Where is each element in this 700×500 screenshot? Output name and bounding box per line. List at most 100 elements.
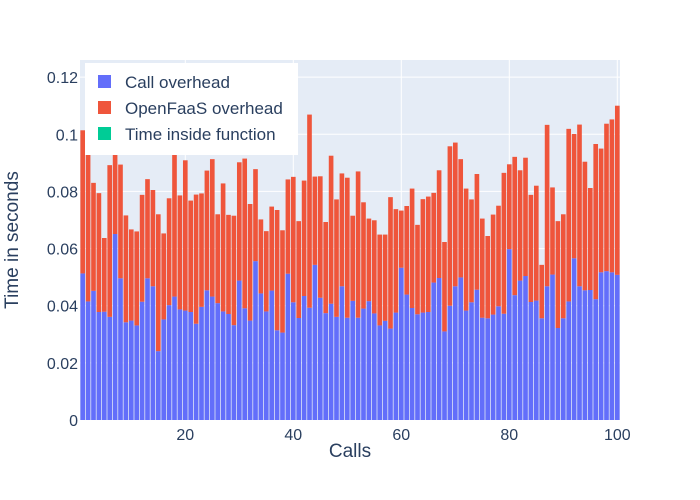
bar-openfaas-overhead[interactable] [172, 151, 177, 297]
bar-call-overhead[interactable] [107, 316, 113, 420]
bar-call-overhead[interactable] [128, 320, 134, 420]
bar-openfaas-overhead[interactable] [296, 221, 302, 318]
bar-openfaas-overhead[interactable] [587, 188, 593, 290]
bar-call-overhead[interactable] [458, 277, 464, 420]
bar-call-overhead[interactable] [344, 317, 350, 420]
bar-openfaas-overhead[interactable] [101, 238, 107, 312]
bar-openfaas-overhead[interactable] [80, 130, 86, 274]
bar-openfaas-overhead[interactable] [479, 218, 485, 318]
bar-openfaas-overhead[interactable] [334, 199, 339, 317]
bar-openfaas-overhead[interactable] [150, 190, 156, 287]
bar-call-overhead[interactable] [393, 312, 399, 420]
bar-openfaas-overhead[interactable] [209, 159, 215, 297]
bar-openfaas-overhead[interactable] [112, 148, 118, 234]
bar-openfaas-overhead[interactable] [166, 198, 172, 306]
bar-openfaas-overhead[interactable] [177, 195, 183, 310]
bar-call-overhead[interactable] [301, 296, 307, 420]
bar-call-overhead[interactable] [355, 317, 361, 420]
bar-call-overhead[interactable] [560, 318, 566, 420]
bar-openfaas-overhead[interactable] [409, 188, 415, 308]
bar-openfaas-overhead[interactable] [431, 192, 437, 283]
bar-openfaas-overhead[interactable] [274, 210, 280, 331]
bar-openfaas-overhead[interactable] [436, 170, 442, 278]
bar-openfaas-overhead[interactable] [604, 123, 609, 272]
bar-call-overhead[interactable] [496, 306, 501, 420]
bar-call-overhead[interactable] [593, 299, 599, 420]
bar-call-overhead[interactable] [231, 325, 237, 420]
bar-openfaas-overhead[interactable] [344, 177, 350, 318]
bar-openfaas-overhead[interactable] [560, 214, 566, 319]
bar-openfaas-overhead[interactable] [220, 183, 226, 312]
bar-openfaas-overhead[interactable] [366, 218, 372, 302]
bar-openfaas-overhead[interactable] [91, 182, 96, 291]
bar-openfaas-overhead[interactable] [415, 224, 420, 315]
bar-call-overhead[interactable] [307, 307, 312, 420]
legend-item-time-inside-function[interactable]: Time inside function [98, 125, 276, 144]
bar-openfaas-overhead[interactable] [317, 176, 323, 298]
bar-call-overhead[interactable] [85, 301, 91, 420]
bar-call-overhead[interactable] [285, 273, 291, 420]
bar-call-overhead[interactable] [377, 325, 383, 420]
bar-openfaas-overhead[interactable] [463, 188, 469, 311]
bar-call-overhead[interactable] [80, 273, 86, 420]
bar-openfaas-overhead[interactable] [496, 205, 501, 307]
bar-call-overhead[interactable] [539, 318, 545, 420]
bar-call-overhead[interactable] [312, 264, 318, 420]
bar-openfaas-overhead[interactable] [307, 114, 312, 308]
bar-call-overhead[interactable] [193, 323, 199, 420]
bar-call-overhead[interactable] [479, 317, 485, 420]
bar-call-overhead[interactable] [463, 310, 469, 420]
bar-openfaas-overhead[interactable] [490, 214, 496, 315]
bar-call-overhead[interactable] [172, 296, 177, 420]
bar-call-overhead[interactable] [323, 313, 329, 420]
bar-openfaas-overhead[interactable] [474, 174, 480, 290]
bar-call-overhead[interactable] [382, 320, 388, 420]
bar-openfaas-overhead[interactable] [236, 162, 242, 281]
bar-openfaas-overhead[interactable] [361, 202, 366, 309]
bar-call-overhead[interactable] [490, 314, 496, 420]
bar-openfaas-overhead[interactable] [544, 124, 550, 287]
bar-openfaas-overhead[interactable] [199, 193, 204, 307]
bar-openfaas-overhead[interactable] [458, 159, 464, 278]
bar-call-overhead[interactable] [166, 305, 172, 420]
bar-openfaas-overhead[interactable] [609, 119, 615, 273]
bar-call-overhead[interactable] [398, 267, 404, 420]
bar-call-overhead[interactable] [544, 286, 550, 420]
legend-item-openfaas-overhead[interactable]: OpenFaaS overhead [98, 99, 283, 118]
bar-openfaas-overhead[interactable] [350, 215, 356, 301]
bar-openfaas-overhead[interactable] [323, 222, 329, 314]
bar-call-overhead[interactable] [452, 286, 458, 420]
bar-call-overhead[interactable] [96, 312, 102, 420]
bar-openfaas-overhead[interactable] [442, 242, 447, 332]
bar-openfaas-overhead[interactable] [512, 156, 518, 296]
legend-item-call-overhead[interactable]: Call overhead [98, 73, 230, 92]
bar-call-overhead[interactable] [253, 261, 258, 420]
bar-call-overhead[interactable] [112, 234, 118, 420]
bar-call-overhead[interactable] [123, 322, 129, 420]
bar-openfaas-overhead[interactable] [182, 160, 188, 311]
bar-openfaas-overhead[interactable] [555, 221, 561, 328]
bar-openfaas-overhead[interactable] [577, 124, 582, 287]
bar-call-overhead[interactable] [215, 303, 221, 420]
bar-call-overhead[interactable] [296, 318, 302, 420]
bar-call-overhead[interactable] [555, 328, 561, 420]
bar-call-overhead[interactable] [290, 302, 296, 420]
bar-call-overhead[interactable] [204, 290, 210, 420]
bar-openfaas-overhead[interactable] [139, 194, 145, 302]
bar-call-overhead[interactable] [587, 290, 593, 420]
bar-openfaas-overhead[interactable] [155, 214, 161, 352]
bar-call-overhead[interactable] [371, 313, 377, 420]
bar-call-overhead[interactable] [415, 314, 420, 420]
bar-call-overhead[interactable] [609, 272, 615, 420]
bar-call-overhead[interactable] [485, 318, 491, 420]
bar-openfaas-overhead[interactable] [134, 231, 140, 326]
bar-call-overhead[interactable] [263, 311, 269, 420]
bar-openfaas-overhead[interactable] [506, 164, 512, 250]
bar-openfaas-overhead[interactable] [118, 164, 123, 279]
bar-call-overhead[interactable] [506, 249, 512, 420]
bar-openfaas-overhead[interactable] [123, 215, 129, 323]
bar-openfaas-overhead[interactable] [447, 146, 453, 306]
bar-openfaas-overhead[interactable] [404, 206, 410, 295]
bar-call-overhead[interactable] [431, 282, 437, 420]
bar-call-overhead[interactable] [388, 328, 393, 420]
